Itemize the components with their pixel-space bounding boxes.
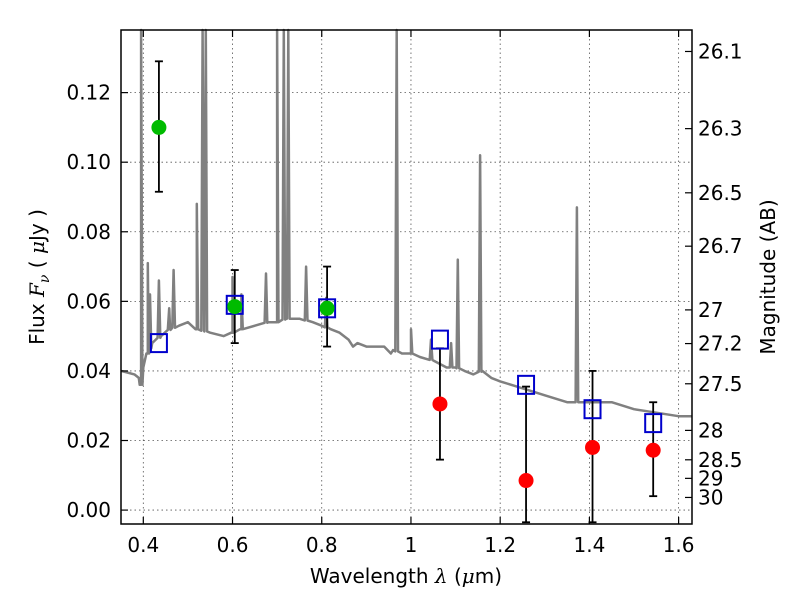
observed-point: [319, 300, 335, 316]
model-photometry-box: [149, 333, 168, 354]
x-tick-label: 1.6: [663, 533, 695, 557]
model-photometry-box: [583, 399, 602, 420]
plot-frame: [120, 29, 693, 525]
magnitude-axis-label: Magnitude (AB): [756, 199, 780, 354]
y-tick-label: 0.02: [66, 429, 111, 453]
model-photometry-box: [644, 413, 663, 434]
x-axis-label: Wavelength λ (μm): [310, 564, 502, 588]
magnitude-tick-label: 29: [698, 466, 723, 490]
model-sed-line-group: [120, 28, 692, 418]
observed-points-group: [151, 119, 661, 489]
observed-point: [227, 299, 243, 315]
magnitude-tick-label: 26.3: [698, 117, 743, 141]
observed-point: [585, 439, 601, 455]
y-axis-label: Flux Fν ( μJy ): [25, 209, 53, 345]
y-axis-ticks: 0.00 0.02 0.04 0.06 0.08 0.10 0.12: [66, 81, 128, 522]
y-tick-label: 0.06: [66, 289, 111, 313]
y-tick-label: 0.12: [66, 81, 111, 105]
magnitude-tick-label: 27: [698, 298, 723, 322]
y-tick-label: 0.00: [66, 498, 111, 522]
magnitude-tick-label: 28.5: [698, 448, 743, 472]
magnitude-tick-label: 28: [698, 418, 723, 442]
model-photometry-box: [318, 298, 337, 319]
model-photometry-box: [430, 329, 449, 350]
model-photometry-box: [517, 374, 536, 395]
x-tick-label: 1: [405, 533, 418, 557]
model-sed-line: [120, 28, 692, 418]
y-tick-label: 0.10: [66, 150, 111, 174]
magnitude-tick-label: 26.1: [698, 39, 743, 63]
observed-point: [151, 119, 167, 135]
observed-point: [645, 442, 661, 458]
magnitude-tick-label: 27.5: [698, 372, 743, 396]
x-tick-label: 0.6: [217, 533, 249, 557]
magnitude-tick-label: 26.5: [698, 181, 743, 205]
y-tick-label: 0.04: [66, 359, 111, 383]
x-axis-ticks: 0.4 0.6 0.8 1 1.2 1.4 1.6: [127, 30, 695, 557]
x-tick-label: 0.8: [306, 533, 338, 557]
observed-point: [518, 473, 534, 489]
grid-lines: [121, 30, 692, 524]
x-tick-label: 1.4: [573, 533, 605, 557]
observed-point: [432, 396, 448, 412]
magnitude-tick-label: 27.2: [698, 332, 743, 356]
magnitude-tick-label: 30: [698, 485, 723, 509]
y-tick-label: 0.08: [66, 220, 111, 244]
x-tick-label: 1.2: [484, 533, 516, 557]
magnitude-tick-label: 26.7: [698, 234, 743, 258]
x-tick-label: 0.4: [127, 533, 159, 557]
